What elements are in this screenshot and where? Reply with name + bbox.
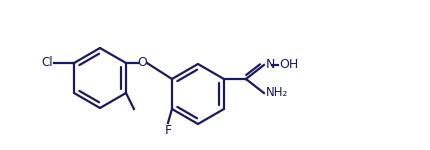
Text: F: F: [164, 124, 172, 137]
Text: OH: OH: [279, 58, 298, 72]
Text: N: N: [266, 58, 275, 72]
Text: NH₂: NH₂: [266, 87, 288, 99]
Text: O: O: [137, 57, 147, 69]
Text: Cl: Cl: [41, 57, 53, 69]
